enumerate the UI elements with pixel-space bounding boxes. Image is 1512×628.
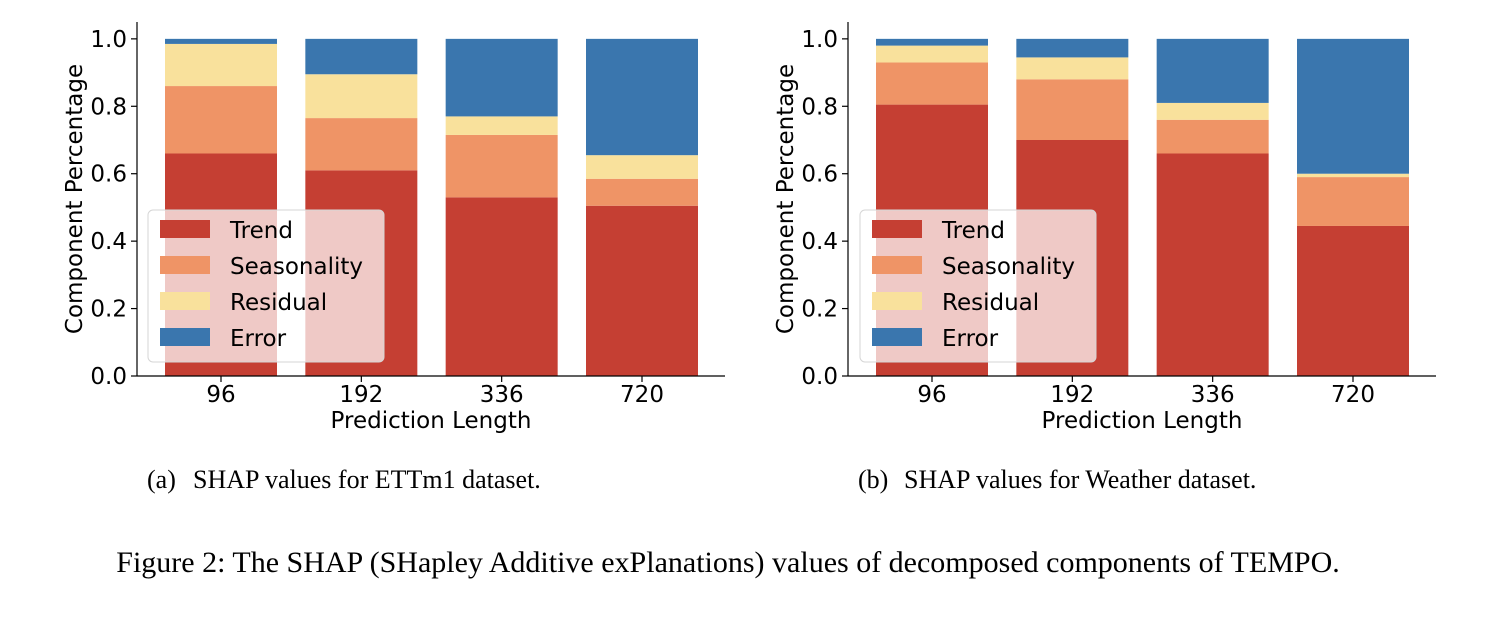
y-tick-label: 1.0 (90, 27, 127, 53)
x-axis-label: Prediction Length (1042, 408, 1243, 434)
x-tick-label: 96 (917, 382, 946, 408)
bar-error-192 (305, 38, 418, 75)
bar-residual-192 (305, 74, 418, 119)
bar-seasonality-192 (305, 118, 418, 171)
bar-error-192 (1016, 38, 1129, 58)
y-tick-label: 0.6 (801, 162, 838, 188)
y-tick-label: 0.4 (801, 229, 838, 255)
bar-seasonality-720 (586, 178, 698, 206)
subcaption: SHAP values for Weather dataset. (904, 465, 1256, 494)
bar-residual-96 (876, 45, 988, 63)
bar-trend-720 (1297, 225, 1409, 376)
y-tick-label: 0.2 (801, 297, 838, 323)
legend-swatch-seasonality (872, 256, 922, 274)
legend-label-trend: Trend (229, 218, 293, 244)
legend-label-seasonality: Seasonality (230, 254, 363, 280)
legend: Trend Seasonality Residual Error (859, 209, 1097, 363)
legend-label-error: Error (230, 326, 287, 352)
chart-ettm1: 96 192 336 720 0.0 0.2 0.4 0.6 0.8 1.0 Component … (62, 22, 725, 494)
legend-label-residual: Residual (942, 290, 1039, 316)
y-tick-label: 0.2 (90, 297, 127, 323)
y-tick-label: 1.0 (801, 27, 838, 53)
y-tick-label: 0.0 (90, 364, 127, 390)
bar-residual-336 (445, 116, 558, 135)
y-tick-label: 0.4 (90, 229, 127, 255)
bar-error-96 (165, 38, 277, 44)
figure-caption: Figure 2: The SHAP (SHapley Additive exP… (116, 546, 1339, 579)
bar-error-336 (1156, 38, 1269, 103)
bar-error-720 (1297, 38, 1409, 174)
legend-label-residual: Residual (230, 290, 327, 316)
legend-swatch-seasonality (160, 256, 210, 274)
legend-label-trend: Trend (941, 218, 1005, 244)
axes-group: 96 192 336 720 0.0 0.2 0.4 0.6 0.8 1.0 (90, 22, 725, 408)
legend-label-seasonality: Seasonality (942, 254, 1075, 280)
legend-swatch-error (160, 328, 210, 346)
bar-trend-336 (1156, 153, 1269, 376)
bar-seasonality-192 (1016, 79, 1129, 140)
subcaption-label: (b) (858, 465, 888, 494)
legend-swatch-residual (872, 292, 922, 310)
bar-error-96 (876, 38, 988, 46)
bar-trend-336 (445, 197, 558, 376)
x-axis-label: Prediction Length (331, 408, 532, 434)
x-tick-label: 336 (480, 382, 524, 408)
x-tick-label: 96 (206, 382, 235, 408)
bar-seasonality-96 (165, 86, 277, 154)
bar-residual-336 (1156, 102, 1269, 120)
y-tick-label: 0.6 (90, 162, 127, 188)
legend-box (147, 209, 385, 363)
chart-weather: 96 192 336 720 0.0 0.2 0.4 0.6 0.8 1.0 Component … (773, 22, 1436, 494)
x-tick-label: 192 (339, 382, 383, 408)
x-tick-label: 336 (1191, 382, 1235, 408)
bar-seasonality-336 (445, 134, 558, 198)
subcaption: SHAP values for ETTm1 dataset. (193, 465, 541, 494)
bar-residual-96 (165, 43, 277, 87)
bar-residual-192 (1016, 57, 1129, 80)
bars-group (876, 38, 1409, 376)
bar-trend-720 (586, 205, 698, 376)
bar-residual-720 (1297, 173, 1409, 178)
legend-swatch-trend (872, 220, 922, 238)
y-tick-label: 0.8 (90, 94, 127, 120)
y-tick-label: 0.0 (801, 364, 838, 390)
axes-group: 96 192 336 720 0.0 0.2 0.4 0.6 0.8 1.0 (801, 22, 1436, 408)
legend-label-error: Error (942, 326, 999, 352)
bar-error-336 (445, 38, 558, 117)
legend-box (859, 209, 1097, 363)
bar-error-720 (586, 38, 698, 156)
bar-seasonality-336 (1156, 119, 1269, 154)
legend-swatch-trend (160, 220, 210, 238)
bar-seasonality-720 (1297, 177, 1409, 226)
y-axis-label: Component Percentage (62, 64, 88, 334)
y-tick-label: 0.8 (801, 94, 838, 120)
legend-swatch-error (872, 328, 922, 346)
bar-residual-720 (586, 155, 698, 179)
bar-seasonality-96 (876, 62, 988, 105)
x-tick-label: 720 (1331, 382, 1375, 408)
legend-swatch-residual (160, 292, 210, 310)
x-tick-label: 192 (1050, 382, 1094, 408)
x-tick-label: 720 (620, 382, 664, 408)
y-axis-label: Component Percentage (773, 64, 799, 334)
legend: Trend Seasonality Residual Error (147, 209, 385, 363)
subcaption-label: (a) (147, 465, 176, 494)
